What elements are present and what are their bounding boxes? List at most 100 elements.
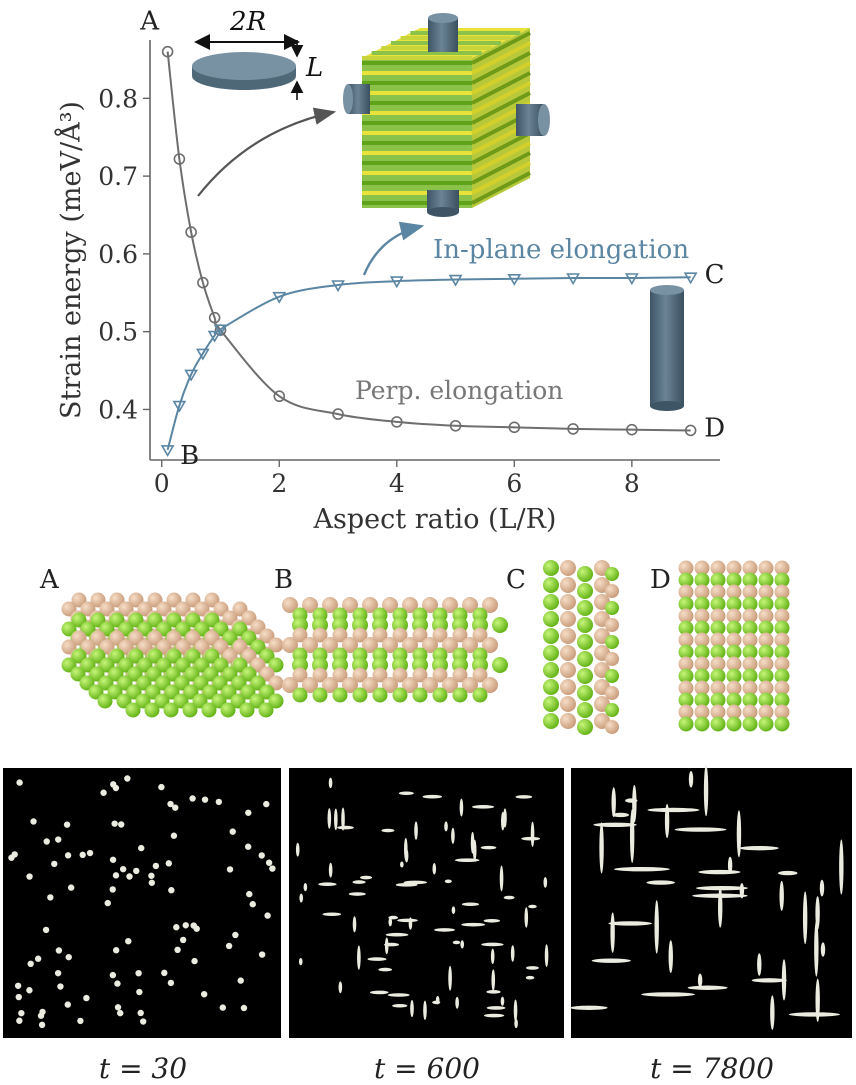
particle bbox=[133, 867, 140, 875]
tan-atom bbox=[694, 680, 710, 696]
tan-atom bbox=[292, 627, 308, 643]
particle bbox=[629, 809, 635, 864]
particle bbox=[451, 827, 455, 844]
particle bbox=[295, 842, 300, 857]
tan-atom bbox=[774, 584, 790, 600]
particle bbox=[240, 1004, 248, 1012]
structure-label-d: D bbox=[650, 565, 671, 595]
tan-atom bbox=[442, 677, 458, 693]
particle bbox=[528, 904, 537, 909]
green-atom bbox=[726, 620, 742, 636]
particle bbox=[168, 887, 175, 894]
particle bbox=[398, 791, 414, 796]
green-atom bbox=[577, 668, 593, 684]
particle bbox=[303, 883, 308, 892]
green-atom bbox=[774, 572, 790, 588]
particle bbox=[452, 940, 461, 945]
tan-atom bbox=[302, 637, 318, 653]
green-atom bbox=[543, 645, 559, 661]
particle bbox=[229, 828, 236, 835]
green-atom bbox=[543, 577, 559, 593]
particle bbox=[83, 994, 90, 1002]
particle bbox=[599, 822, 604, 874]
green-atom bbox=[694, 572, 710, 588]
particle bbox=[318, 882, 337, 887]
series-label-perp-elongation: Perp. elongation bbox=[355, 376, 563, 405]
particle bbox=[55, 836, 62, 843]
tan-atom bbox=[352, 627, 368, 643]
data-point bbox=[684, 424, 697, 437]
green-atom bbox=[144, 702, 160, 718]
tan-atom bbox=[726, 560, 742, 576]
tan-atom bbox=[694, 608, 710, 624]
particle bbox=[779, 880, 784, 911]
tan-atom bbox=[710, 560, 726, 576]
particle bbox=[63, 821, 71, 828]
particle bbox=[757, 953, 762, 976]
particle bbox=[815, 978, 820, 1023]
particle bbox=[225, 942, 233, 950]
particle bbox=[483, 918, 501, 923]
dimension-L: L bbox=[305, 53, 323, 83]
particle bbox=[38, 1021, 46, 1029]
green-atom bbox=[758, 644, 774, 660]
tan-atom bbox=[332, 627, 348, 643]
particle bbox=[67, 884, 75, 891]
particle bbox=[201, 796, 209, 803]
particle bbox=[126, 873, 133, 880]
particle bbox=[138, 844, 145, 852]
particle bbox=[237, 977, 244, 984]
snapshot-label-t600: t = 600 bbox=[374, 1052, 480, 1085]
tan-atom bbox=[402, 637, 418, 653]
green-atom bbox=[774, 596, 790, 612]
tan-atom bbox=[452, 627, 468, 643]
particle bbox=[117, 1009, 124, 1017]
particle bbox=[298, 957, 303, 966]
tan-atom bbox=[482, 677, 498, 693]
green-atom bbox=[710, 596, 726, 612]
tan-atom bbox=[302, 597, 318, 613]
particle bbox=[246, 890, 253, 898]
particle bbox=[608, 921, 653, 926]
particle bbox=[200, 990, 208, 998]
data-point bbox=[626, 423, 638, 436]
structure-b-hexagonal-slab bbox=[282, 597, 508, 703]
tan-atom bbox=[402, 677, 418, 693]
tan-atom bbox=[392, 667, 408, 683]
particle bbox=[434, 928, 455, 932]
particle bbox=[232, 931, 239, 939]
particle bbox=[119, 865, 127, 873]
green-atom bbox=[694, 644, 710, 660]
tan-atom bbox=[322, 677, 338, 693]
x-axis-label: Aspect ratio (L/R) bbox=[313, 504, 557, 535]
green-atom bbox=[392, 687, 408, 703]
tan-atom bbox=[312, 667, 328, 683]
particle bbox=[414, 821, 418, 840]
tan-atom bbox=[710, 632, 726, 648]
particle bbox=[124, 775, 131, 782]
y-tick-label: 0.4 bbox=[98, 395, 138, 424]
particle bbox=[258, 852, 265, 859]
particle bbox=[525, 975, 535, 980]
particle bbox=[226, 866, 234, 873]
tan-atom bbox=[742, 632, 758, 648]
particle bbox=[16, 779, 23, 786]
particle bbox=[136, 988, 143, 996]
tan-atom bbox=[302, 677, 318, 693]
tan-atom bbox=[605, 652, 619, 666]
particle bbox=[55, 947, 63, 954]
particle bbox=[388, 917, 393, 927]
particle bbox=[182, 922, 189, 929]
green-atom bbox=[726, 572, 742, 588]
tan-atom bbox=[432, 667, 448, 683]
tan-atom bbox=[372, 627, 388, 643]
tan-atom bbox=[678, 560, 694, 576]
particle bbox=[432, 863, 437, 875]
particle bbox=[165, 860, 173, 867]
particle bbox=[839, 839, 844, 895]
x-tick-label: 6 bbox=[506, 469, 522, 498]
green-atom bbox=[694, 716, 710, 732]
particle bbox=[167, 979, 175, 987]
point-labels: A B C D bbox=[139, 7, 725, 471]
green-atom bbox=[774, 644, 790, 660]
